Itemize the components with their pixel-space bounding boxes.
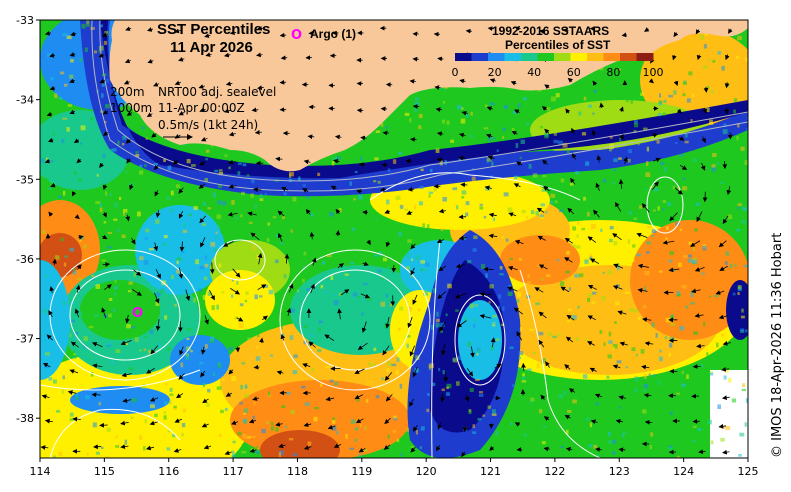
title-line1: SST Percentiles	[157, 21, 270, 38]
lon-tick-label: 122	[544, 465, 565, 478]
argo-float-marker: O	[132, 306, 143, 321]
map-frame	[39, 19, 749, 459]
colorbar-swatch	[603, 53, 621, 61]
credit-text: © IMOS 18-Apr-2026 11:36 Hobart	[770, 233, 785, 458]
longitude-axis: 114 115 116 117 118 119 120 121 122 123 124 125	[30, 458, 759, 478]
lat-tick-label: -35	[16, 173, 34, 186]
bathymetry-contours	[91, 20, 748, 192]
lat-tick-label: -34	[16, 94, 34, 107]
colorbar-title-line2: Percentiles of SST	[505, 38, 611, 52]
contour-200m-label: 200m	[110, 85, 145, 99]
lat-tick-label: -38	[16, 412, 34, 425]
lon-tick-label: 125	[738, 465, 759, 478]
colorbar-swatch	[554, 53, 571, 61]
colorbar-swatch	[488, 53, 505, 61]
colorbar-title-line1: 1992-2016 SSTAARS	[492, 24, 609, 38]
cloud-gap	[710, 370, 748, 458]
lat-tick-label: -36	[16, 253, 34, 266]
lon-tick-label: 121	[480, 465, 501, 478]
colorbar-ticks: 0 20 40 60 80 100	[452, 66, 664, 79]
lon-tick-label: 117	[223, 465, 244, 478]
colorbar-swatch	[521, 53, 538, 61]
lat-tick-label: -37	[16, 333, 34, 346]
argo-legend-symbol: O	[291, 28, 302, 43]
colorbar-swatch	[471, 53, 489, 61]
colorbar-swatch	[537, 53, 555, 61]
lat-tick-label: -33	[16, 14, 34, 27]
current-vectors	[40, 25, 733, 458]
latitude-axis: -33 -34 -35 -36 -37 -38	[16, 14, 40, 425]
colorbar-tick-label: 80	[606, 66, 620, 79]
title-line2: 11 Apr 2026	[170, 39, 253, 56]
lon-tick-label: 119	[351, 465, 372, 478]
contour-1000m-label: 1000m	[110, 101, 152, 115]
colorbar-tick-label: 60	[567, 66, 581, 79]
lon-tick-label: 118	[287, 465, 308, 478]
time-label: 11-Apr 00:00Z	[158, 101, 245, 115]
colorbar-swatch	[570, 53, 588, 61]
lon-tick-label: 124	[673, 465, 694, 478]
map-plot-area	[40, 20, 748, 458]
colorbar-swatch	[587, 53, 604, 61]
argo-legend-label: Argo (1)	[310, 27, 356, 41]
colorbar	[455, 53, 654, 61]
lon-tick-label: 115	[94, 465, 115, 478]
lon-tick-label: 116	[158, 465, 179, 478]
product-label: NRT00 adj. sealevel	[158, 85, 276, 99]
lon-tick-label: 123	[609, 465, 630, 478]
colorbar-tick-label: 20	[488, 66, 502, 79]
colorbar-tick-label: 0	[452, 66, 459, 79]
scale-label: 0.5m/s (1kt 24h)	[158, 118, 258, 132]
colorbar-swatch	[636, 53, 654, 61]
lon-tick-label: 114	[30, 465, 51, 478]
colorbar-swatch	[455, 53, 472, 61]
colorbar-swatch	[620, 53, 637, 61]
colorbar-swatch	[504, 53, 522, 61]
colorbar-tick-label: 100	[643, 66, 664, 79]
lon-tick-label: 120	[416, 465, 437, 478]
colorbar-tick-label: 40	[527, 66, 541, 79]
